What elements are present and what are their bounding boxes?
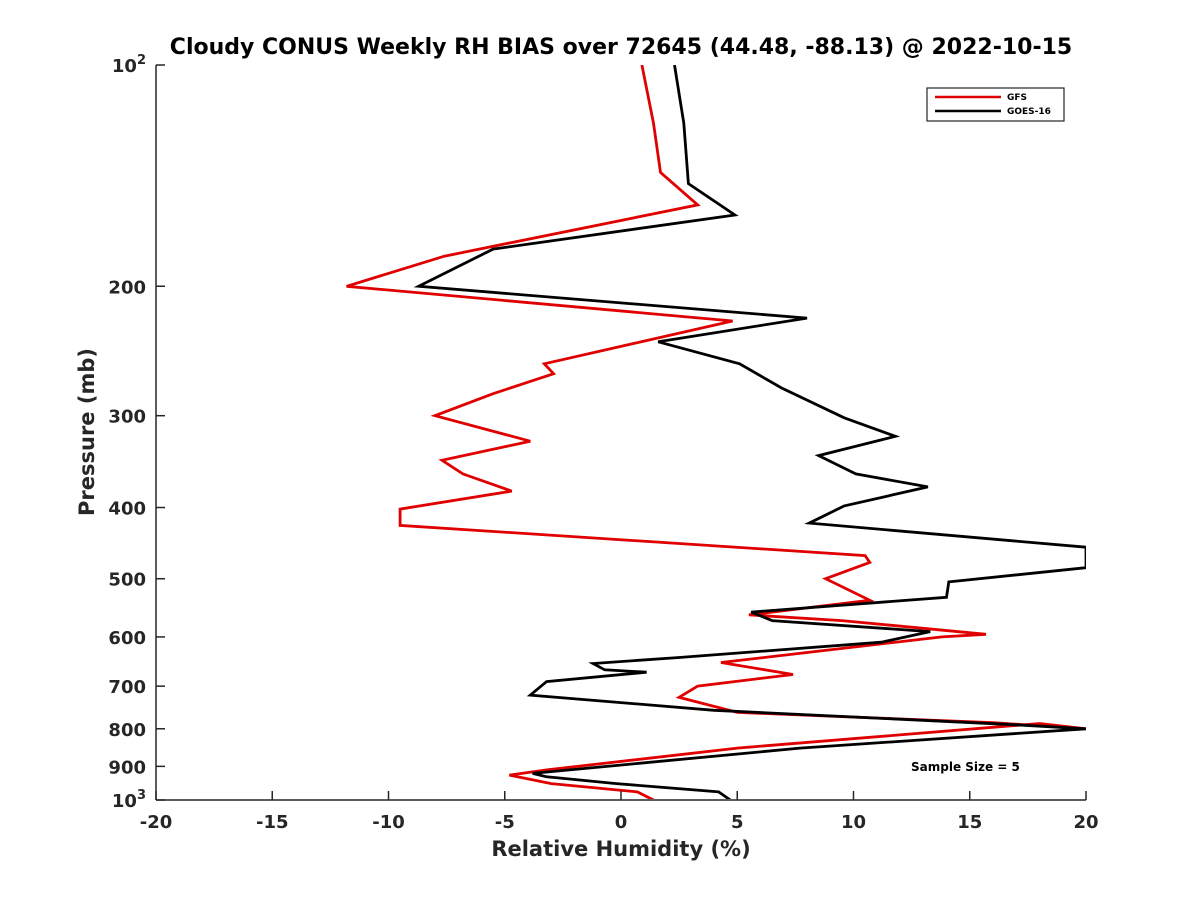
y-axis-label: Pressure (mb): [75, 348, 99, 516]
x-axis-label: Relative Humidity (%): [491, 837, 750, 861]
series-line-goes16: [413, 65, 1086, 799]
legend: GFS GOES-16: [926, 87, 1065, 122]
legend-label-goes16: GOES-16: [1007, 107, 1051, 117]
plot-area: [346, 65, 1086, 799]
x-tick-label: 0: [615, 812, 628, 833]
x-tick-label: 20: [1073, 812, 1098, 833]
y-tick-label: 400: [108, 499, 146, 520]
y-tick-label: 600: [108, 628, 146, 649]
sample-size-annotation: Sample Size = 5: [911, 760, 1020, 774]
x-tick-label: 10: [841, 812, 866, 833]
legend-box: [926, 87, 1065, 122]
x-tick-label: 5: [731, 812, 744, 833]
x-tick-label: 15: [957, 812, 982, 833]
x-tick-label: -5: [495, 812, 515, 833]
y-tick-label: 700: [108, 677, 146, 698]
x-ticks: -20 -15 -10 -5 0 5 10 15 20: [140, 791, 1099, 833]
y-tick-label: 800: [108, 720, 146, 741]
y-ticks: 102 200 300 400 500 600 700 800 900 103: [108, 53, 165, 812]
x-tick-label: -15: [256, 812, 289, 833]
y-tick-label: 103: [112, 788, 146, 812]
y-tick-label: 500: [108, 570, 146, 591]
y-tick-label: 300: [108, 407, 146, 428]
legend-label-gfs: GFS: [1007, 93, 1027, 103]
y-tick-label: 102: [112, 53, 146, 77]
x-tick-label: -10: [372, 812, 405, 833]
chart-title: Cloudy CONUS Weekly RH BIAS over 72645 (…: [170, 35, 1072, 60]
y-tick-label: 200: [108, 277, 146, 298]
y-tick-label: 900: [108, 757, 146, 778]
series-layer: [346, 65, 1086, 799]
x-tick-label: -20: [140, 812, 173, 833]
